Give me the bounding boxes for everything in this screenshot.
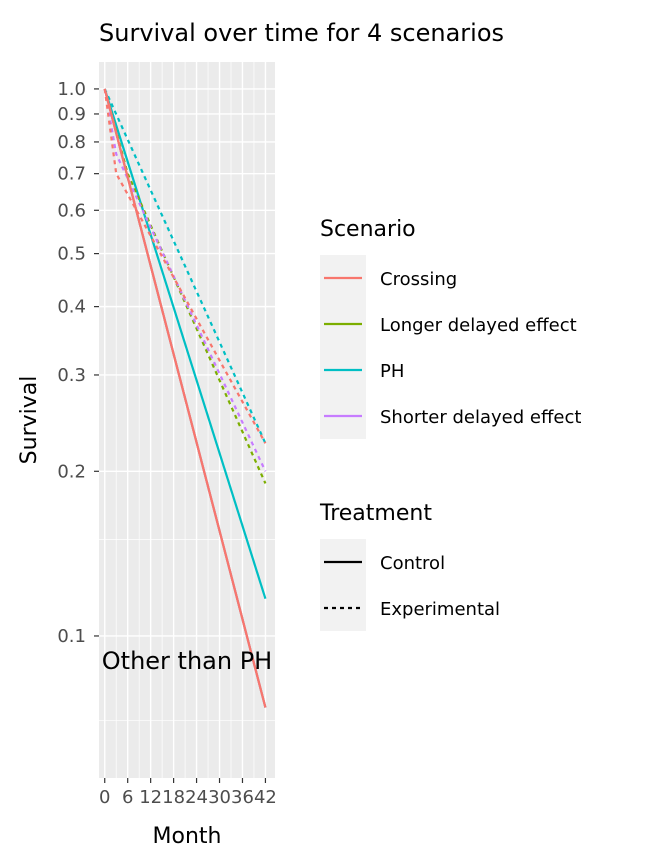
x-axis-title: Month: [153, 824, 222, 849]
y-tick-label: 0.1: [57, 626, 86, 647]
legend-label: PH: [380, 361, 404, 382]
x-axis: 0 6 12 18 24 30 36 42: [99, 778, 277, 808]
x-tick-label: 36: [231, 787, 254, 808]
series-line: [103, 88, 267, 444]
y-tick-label: 0.4: [57, 297, 86, 318]
legend-label: Experimental: [380, 599, 500, 620]
series-lines: [103, 88, 267, 708]
annotation-text: Other than PH: [102, 647, 272, 675]
x-tick-label: 0: [99, 787, 110, 808]
series-line: [103, 88, 267, 708]
y-tick-label: 0.7: [57, 164, 86, 185]
y-tick-label: 1.0: [57, 79, 86, 100]
grid-lines: [99, 62, 275, 778]
y-tick-label: 0.9: [57, 104, 86, 125]
chart-title: Survival over time for 4 scenarios: [99, 19, 504, 47]
x-tick-label: 30: [208, 787, 231, 808]
x-tick-label: 12: [139, 787, 162, 808]
legend-key-background: [320, 255, 366, 439]
y-tick-label: 0.3: [57, 365, 86, 386]
series-line: [103, 88, 267, 600]
series-line: [103, 88, 267, 472]
legend-label: Shorter delayed effect: [380, 407, 581, 428]
y-axis: 1.0 0.9 0.8 0.7 0.6 0.5 0.4 0.3 0.2 0.1: [57, 79, 99, 647]
legend-label: Control: [380, 553, 445, 574]
y-tick-label: 0.8: [57, 132, 86, 153]
series-line: [103, 88, 267, 444]
x-tick-label: 42: [254, 787, 277, 808]
legend-title: Scenario: [320, 217, 416, 242]
legend-label: Longer delayed effect: [380, 315, 577, 336]
x-tick-label: 18: [162, 787, 185, 808]
series-line: [103, 88, 267, 484]
y-tick-label: 0.5: [57, 244, 86, 265]
y-tick-label: 0.6: [57, 200, 86, 221]
x-tick-label: 6: [122, 787, 133, 808]
legend-key-background: [320, 539, 366, 631]
y-tick-label: 0.2: [57, 461, 86, 482]
legend-title: Treatment: [319, 501, 432, 526]
y-axis-title: Survival: [17, 376, 42, 465]
x-tick-label: 24: [185, 787, 208, 808]
legend: Scenario Crossing Longer delayed effect PH S…: [319, 217, 581, 631]
legend-label: Crossing: [380, 269, 457, 290]
